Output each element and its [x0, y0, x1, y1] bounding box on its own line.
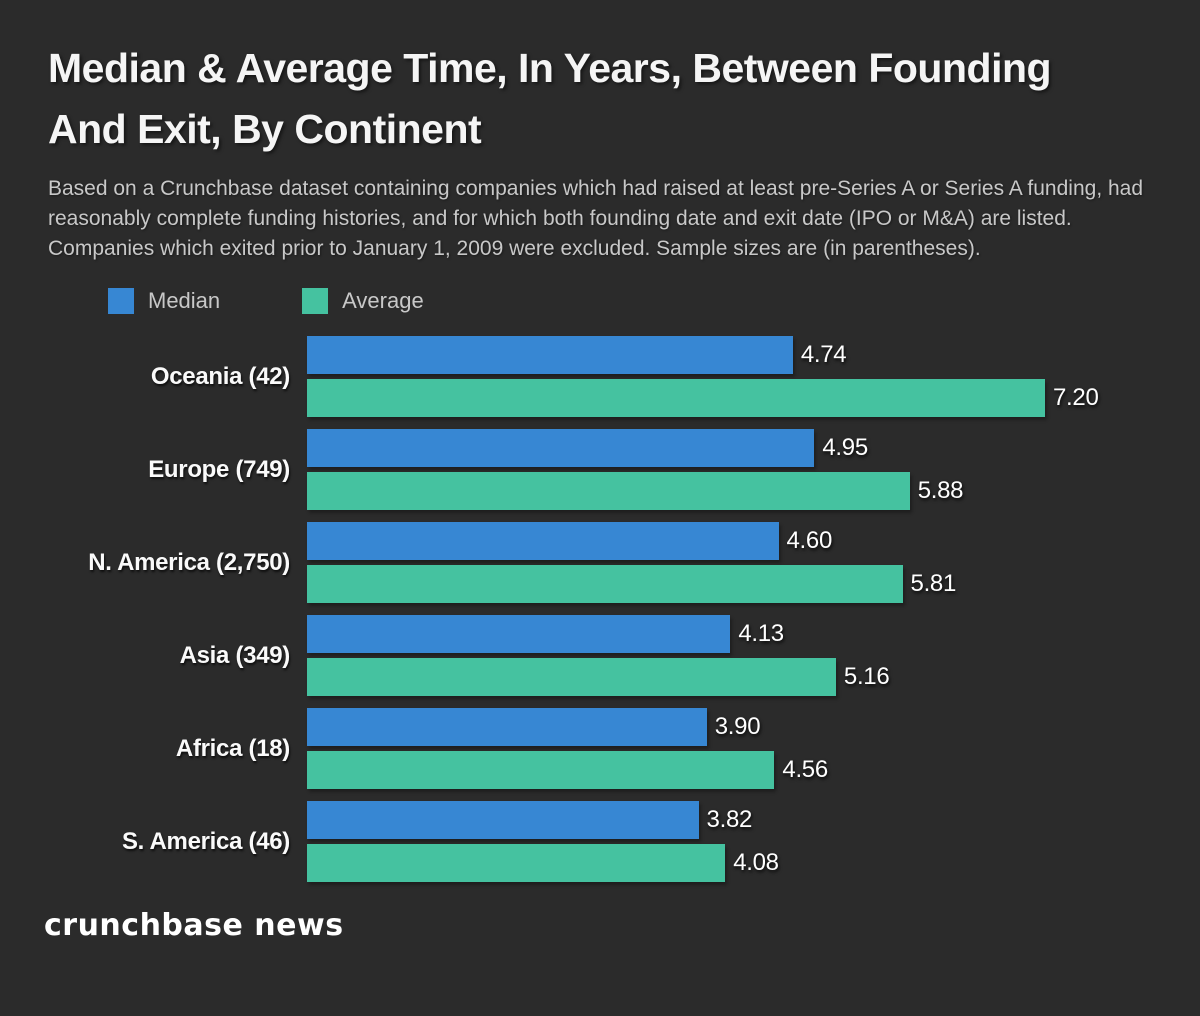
bar-value-label: 4.95: [822, 434, 868, 461]
bar-value-label: 4.13: [738, 620, 784, 647]
bar-value-label: 4.60: [786, 527, 833, 554]
bar-line-median: 3.82: [307, 801, 1127, 839]
bar-average: [307, 472, 910, 510]
bar-value-label: 5.81: [910, 570, 957, 597]
bar-median: [307, 429, 815, 467]
bar-value-label: 3.90: [714, 713, 761, 740]
bar-value-label: 4.08: [733, 849, 779, 876]
bar-group: 4.95 5.88: [307, 429, 1127, 510]
bar-value-label: 5.16: [843, 663, 890, 690]
chart-legend: Median Average: [108, 288, 1155, 314]
legend-swatch-average: [302, 288, 329, 314]
bar-line-average: 4.08: [307, 844, 1127, 882]
bar-value-label: 5.88: [917, 477, 964, 504]
bar-line-median: 3.90: [307, 708, 1127, 746]
bar-line-median: 4.74: [307, 336, 1127, 374]
chart-row: Europe (749) 4.95 5.88: [48, 429, 1155, 510]
bar-average: [307, 844, 726, 882]
bar-line-average: 5.16: [307, 658, 1127, 696]
category-label: Oceania (42): [150, 362, 290, 390]
category-label: Asia (349): [179, 641, 291, 669]
bar-median: [307, 522, 779, 560]
bar-average: [307, 565, 903, 603]
chart-row: N. America (2,750) 4.60 5.81: [48, 522, 1155, 603]
category-label: S. America (46): [121, 827, 290, 855]
legend-label: Median: [148, 288, 221, 313]
legend-label: Average: [342, 288, 424, 313]
legend-item-median: Median: [108, 288, 220, 314]
bar-line-median: 4.13: [307, 615, 1127, 653]
bar-chart: Oceania (42) 4.74 7.20 Europe (749) 4.95 5.88…: [48, 336, 1155, 882]
category-label: Africa (18): [175, 734, 290, 762]
bar-line-median: 4.60: [307, 522, 1127, 560]
bar-value-label: 3.82: [706, 806, 753, 833]
bar-line-average: 7.20: [307, 379, 1127, 417]
chart-row: S. America (46) 3.82 4.08: [48, 801, 1155, 882]
bar-group: 4.13 5.16: [307, 615, 1127, 696]
chart-subtitle: Based on a Crunchbase dataset containing…: [48, 177, 1144, 260]
chart-row: Africa (18) 3.90 4.56: [48, 708, 1155, 789]
bar-median: [307, 615, 731, 653]
bar-average: [307, 751, 775, 789]
bar-line-median: 4.95: [307, 429, 1127, 467]
bar-group: 4.74 7.20: [307, 336, 1127, 417]
bar-value-label: 4.74: [800, 341, 847, 368]
chart-title-line2: And Exit, By Continent: [48, 106, 482, 152]
bar-group: 3.90 4.56: [307, 708, 1127, 789]
legend-swatch-median: [108, 288, 134, 314]
legend-item-average: Average: [302, 288, 424, 314]
chart-row: Asia (349) 4.13 5.16: [48, 615, 1155, 696]
bar-value-label: 7.20: [1053, 384, 1099, 411]
bar-line-average: 5.88: [307, 472, 1127, 510]
category-label: N. America (2,750): [88, 548, 290, 576]
bar-median: [307, 801, 699, 839]
bar-value-label: 4.56: [782, 756, 828, 783]
bar-line-average: 4.56: [307, 751, 1127, 789]
bar-average: [307, 379, 1045, 417]
bar-average: [307, 658, 836, 696]
bar-median: [307, 336, 793, 374]
bar-group: 4.60 5.81: [307, 522, 1127, 603]
crunchbase-news-logo: crunchbase news: [44, 908, 344, 943]
chart-row: Oceania (42) 4.74 7.20: [48, 336, 1155, 417]
bar-group: 3.82 4.08: [307, 801, 1127, 882]
chart-title-line1: Median & Average Time, In Years, Between…: [48, 45, 1052, 91]
chart-title: Median & Average Time, In Years, Between…: [48, 38, 1155, 160]
bar-line-average: 5.81: [307, 565, 1127, 603]
bar-median: [307, 708, 707, 746]
category-label: Europe (749): [148, 455, 290, 483]
